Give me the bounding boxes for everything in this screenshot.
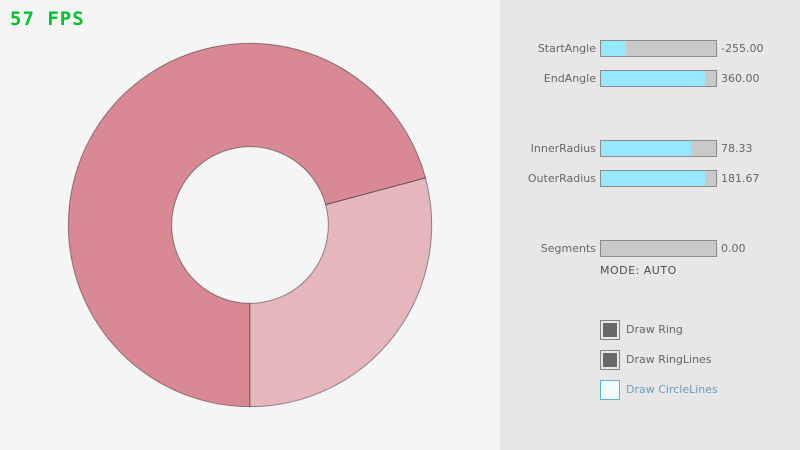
ring-shape	[67, 42, 433, 408]
slider-fill	[601, 171, 706, 186]
ring-sector-overlap	[67, 42, 427, 408]
slider-fill	[601, 71, 705, 86]
slider-label: StartAngle	[537, 42, 596, 55]
checkbox-row-draw-ring: Draw Ring	[500, 320, 800, 340]
slider-fill	[601, 141, 692, 156]
start-angle-slider[interactable]	[600, 40, 717, 57]
slider-value: 0.00	[721, 242, 746, 255]
slider-row-inner-radius: InnerRadius 78.33	[500, 140, 800, 157]
inner-radius-slider[interactable]	[600, 140, 717, 157]
draw-ringlines-checkbox[interactable]	[600, 350, 620, 370]
slider-value: 360.00	[721, 72, 760, 85]
slider-value: 78.33	[721, 142, 753, 155]
checkbox-label: Draw Ring	[626, 323, 683, 336]
slider-row-end-angle: EndAngle 360.00	[500, 70, 800, 87]
slider-value: 181.67	[721, 172, 760, 185]
checkbox-row-draw-circlelines: Draw CircleLines	[500, 380, 800, 400]
slider-label: Segments	[540, 242, 596, 255]
slider-value: -255.00	[721, 42, 764, 55]
checkmark-fill	[603, 353, 617, 367]
checkbox-label: Draw CircleLines	[626, 383, 718, 396]
segments-slider[interactable]	[600, 240, 717, 257]
outer-radius-slider[interactable]	[600, 170, 717, 187]
slider-row-outer-radius: OuterRadius 181.67	[500, 170, 800, 187]
slider-row-segments: Segments 0.00	[500, 240, 800, 257]
ring-sector-single	[249, 177, 433, 408]
checkbox-label: Draw RingLines	[626, 353, 712, 366]
slider-label: OuterRadius	[527, 172, 596, 185]
slider-label: EndAngle	[543, 72, 596, 85]
controls-panel: StartAngle -255.00 EndAngle 360.00 Inner…	[500, 0, 800, 450]
slider-fill	[601, 41, 626, 56]
fps-counter: 57 FPS	[10, 8, 85, 30]
draw-ring-checkbox[interactable]	[600, 320, 620, 340]
checkmark-fill	[603, 323, 617, 337]
checkbox-row-draw-ringlines: Draw RingLines	[500, 350, 800, 370]
end-angle-slider[interactable]	[600, 70, 717, 87]
slider-label: InnerRadius	[530, 142, 596, 155]
mode-text: MODE: AUTO	[600, 264, 677, 277]
slider-row-start-angle: StartAngle -255.00	[500, 40, 800, 57]
draw-circlelines-checkbox[interactable]	[600, 380, 620, 400]
